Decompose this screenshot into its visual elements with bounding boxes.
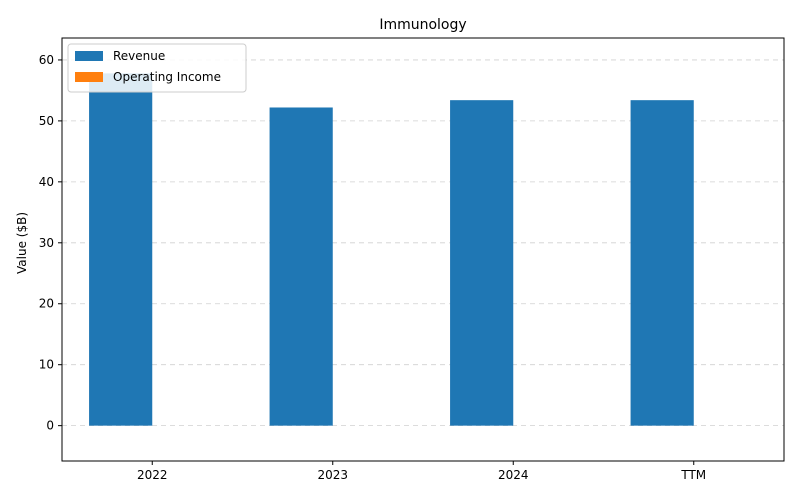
legend-box [67, 43, 247, 93]
y-tick-label: 0 [46, 419, 54, 433]
bars [89, 73, 694, 426]
y-tick-label: 10 [39, 358, 54, 372]
y-tick-label: 40 [39, 175, 54, 189]
legend-swatch-operating-income [75, 72, 103, 82]
legend-swatch-revenue [75, 51, 103, 61]
x-tick-label: 2024 [498, 468, 529, 482]
y-tick-label: 60 [39, 53, 54, 67]
y-tick-label: 50 [39, 114, 54, 128]
x-ticks: 2022 2023 2024 TTM [137, 461, 706, 482]
y-tick-label: 30 [39, 236, 54, 250]
bar-revenue-ttm [630, 100, 694, 426]
y-tick-label: 20 [39, 297, 54, 311]
legend-label-revenue: Revenue [113, 49, 165, 63]
bar-revenue-2024 [450, 100, 514, 426]
x-tick-label: TTM [680, 468, 706, 482]
legend-label-operating-income: Operating Income [113, 70, 221, 84]
x-tick-label: 2022 [137, 468, 168, 482]
y-ticks: 0 10 20 30 40 50 60 [39, 53, 62, 433]
axes [61, 37, 785, 462]
bar-revenue-2023 [269, 107, 333, 426]
legend: Revenue Operating Income [67, 43, 247, 93]
y-axis-label: Value ($B) [15, 212, 29, 274]
bar-revenue-2022 [89, 73, 153, 426]
x-tick-label: 2023 [317, 468, 348, 482]
chart-title: Immunology [379, 17, 466, 33]
plot-frame [61, 37, 785, 462]
